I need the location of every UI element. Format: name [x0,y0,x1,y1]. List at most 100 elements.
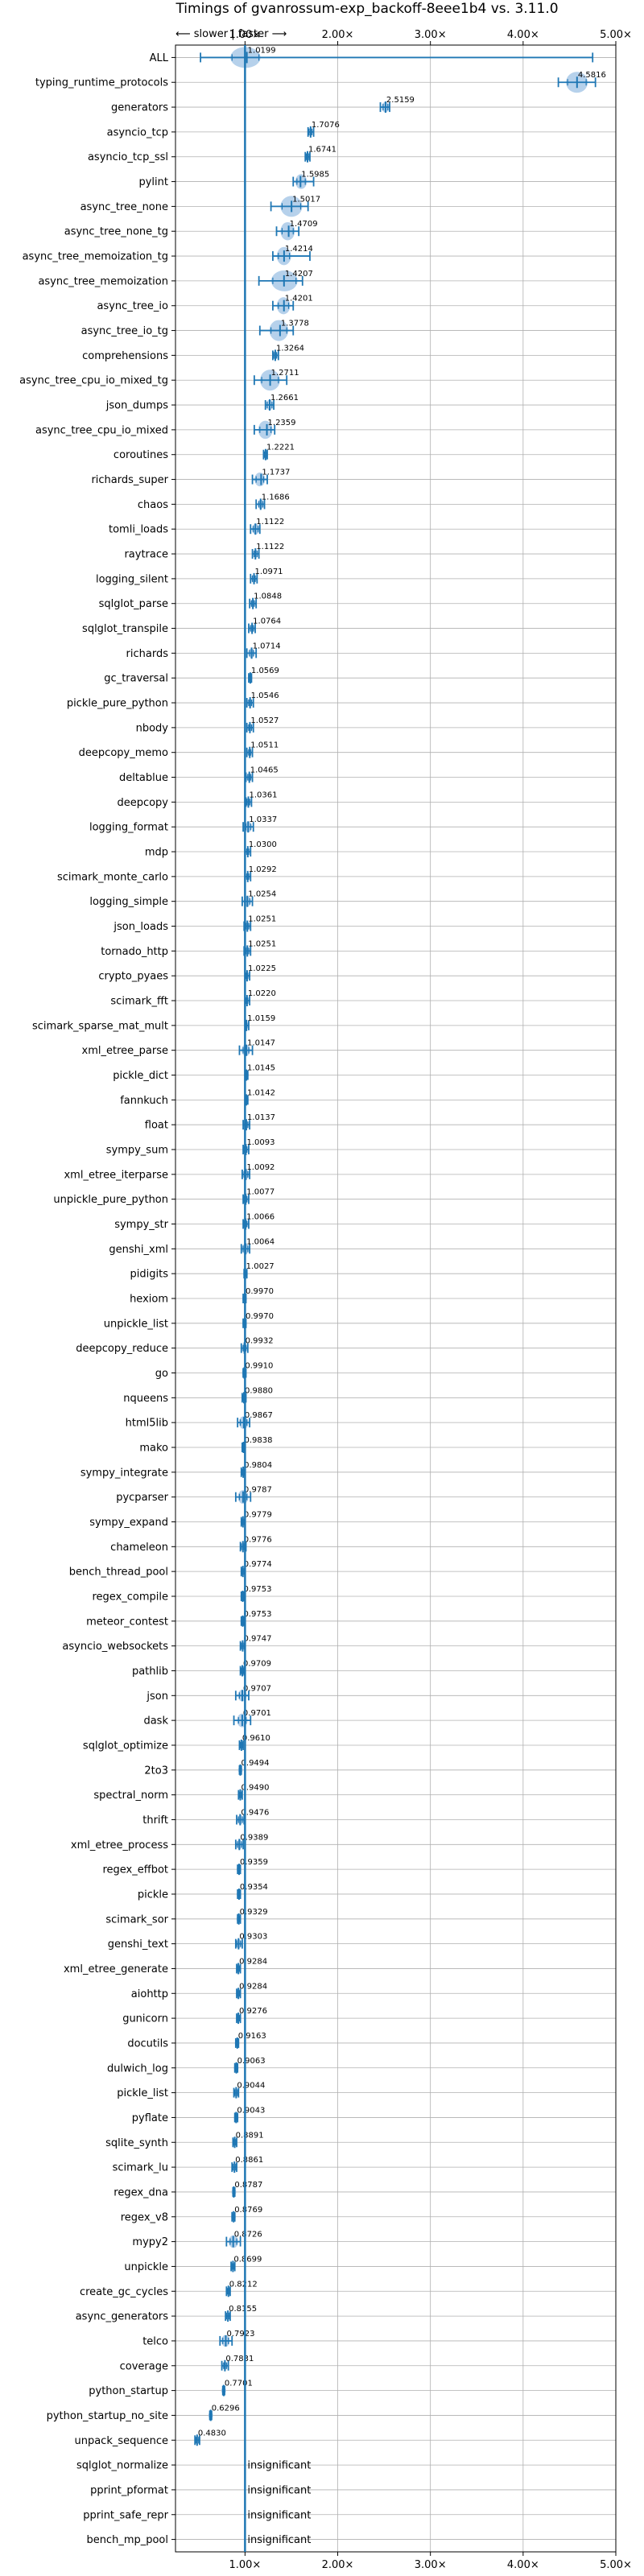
value-label: 1.6741 [308,146,336,155]
category-label: coverage [120,2360,168,2372]
value-label: 0.9970 [246,1312,274,1321]
category-label: pathlib [132,1666,168,1678]
value-label: 0.9494 [242,1759,270,1768]
value-label: 0.8699 [233,2255,262,2264]
category-label: dask [143,1715,168,1728]
category-label: async_tree_cpu_io_mixed [35,424,168,436]
value-label: 0.7831 [225,2355,254,2363]
category-label: sqlglot_transpile [82,623,168,635]
category-label: thrift [142,1814,168,1827]
category-label: async_tree_memoization [38,275,168,287]
category-label: fannkuch [120,1095,168,1107]
value-label: 1.0546 [251,691,279,700]
x-tick-label: 2.00× [322,29,354,41]
value-label: 1.0764 [253,617,281,626]
value-label: 0.9284 [239,1982,267,1991]
category-label: aiohttp [131,1988,168,2000]
category-label: pidigits [130,1269,169,1281]
category-label: pickle_dict [113,1070,168,1082]
x-ticks-bottom: 1.00× 2.00× 3.00× 4.00× 5.00× [229,2552,632,2571]
insignificant-label: insignificant [247,2460,311,2472]
value-label: 0.9774 [244,1560,272,1569]
category-label: go [155,1368,168,1380]
category-label: bench_thread_pool [69,1567,168,1579]
value-label: 0.7923 [226,2330,254,2339]
value-label: 1.1737 [262,469,290,477]
value-label: 1.4201 [285,295,313,303]
value-label: 0.9163 [238,2032,266,2041]
value-label: 0.8212 [229,2280,258,2289]
category-label: sympy_sum [106,1145,168,1157]
category-label: logging_format [89,822,168,834]
category-label: async_tree_io [97,300,168,312]
value-label: 1.0093 [246,1138,275,1147]
category-label: xml_etree_parse [82,1045,168,1057]
plot-frame [175,44,617,2553]
x-tick-label: 4.00× [507,29,539,41]
category-label: deltablue [119,772,168,784]
category-label: unpickle_pure_python [53,1194,168,1206]
category-label: json_loads [113,921,168,933]
category-label: chameleon [110,1542,168,1554]
value-label: 0.9776 [244,1535,272,1544]
value-label: 0.9276 [239,2007,267,2016]
category-label: async_tree_cpu_io_mixed_tg [19,375,168,387]
category-label: nbody [136,722,169,734]
value-label: 1.3264 [276,344,304,353]
category-label: async_tree_none_tg [64,226,168,238]
value-label: 0.8787 [234,2181,262,2190]
value-label: 0.8769 [234,2206,262,2215]
category-label: richards [126,648,169,660]
category-label: deepcopy [117,797,168,809]
value-label: 1.4207 [285,270,313,279]
category-label: gunicorn [122,2013,168,2025]
category-label: bench_mp_pool [86,2534,168,2546]
category-label: tomli_loads [109,524,168,536]
value-label: 1.2711 [271,369,299,378]
value-label: 1.0361 [250,791,278,799]
x-tick-label: 3.00× [415,29,447,41]
value-label: 0.8861 [235,2156,263,2165]
category-label: regex_effbot [102,1864,168,1876]
value-label: 1.0714 [253,642,281,650]
category-label: unpickle [124,2261,168,2273]
category-label: spectral_norm [93,1790,168,1802]
value-label: 1.0300 [249,840,277,849]
category-label: sympy_expand [89,1517,168,1529]
value-label: 0.7701 [225,2380,253,2388]
value-label: 1.0527 [250,716,279,725]
value-label: 0.8726 [234,2231,262,2240]
value-label: 0.9354 [240,1883,268,1892]
x-tick-label: 4.00× [507,2559,539,2571]
category-label: pyflate [132,2112,168,2124]
category-label: dulwich_log [107,2062,168,2074]
value-label: 1.5985 [301,171,329,180]
category-label: pycparser [116,1492,168,1504]
category-label: regex_v8 [121,2211,168,2223]
value-label: 1.1122 [256,543,284,551]
x-tick-label: 5.00× [600,29,632,41]
category-label: asyncio_tcp [107,126,168,138]
value-label: 0.6296 [212,2404,240,2413]
category-label: sqlglot_normalize [76,2460,168,2472]
category-label: genshi_text [108,1938,168,1951]
value-label: 0.9838 [245,1436,273,1445]
value-label: 0.9747 [243,1635,271,1644]
category-label: json [146,1690,168,1703]
category-label: sqlglot_optimize [83,1740,168,1752]
value-label: 0.9610 [242,1734,270,1743]
category-label: scimark_sparse_mat_mult [32,1020,168,1032]
category-label: pylint [138,176,168,188]
x-tick-label: 1.00× [229,2559,261,2571]
value-label: 1.0251 [248,939,276,948]
category-label: unpack_sequence [74,2435,168,2447]
category-label: scimark_sor [105,1913,168,1926]
value-label: 0.9709 [243,1659,271,1668]
category-label: raytrace [124,549,168,561]
value-label: 0.9303 [239,1933,267,1942]
category-label: pickle [138,1889,168,1901]
value-label: 1.0142 [247,1088,275,1097]
value-label: 1.0092 [246,1163,275,1172]
category-label: hexiom [130,1294,168,1306]
